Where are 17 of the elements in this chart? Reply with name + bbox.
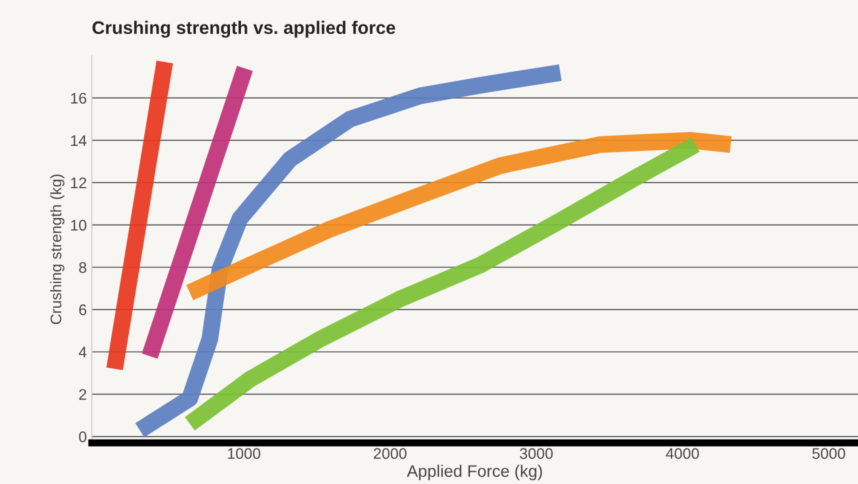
x-tick-label: 3000 [520,448,553,459]
x-tick-label: 4000 [666,448,699,459]
y-tick-label: 10 [71,220,86,231]
y-axis-title: Crushing strength (kg) [50,174,64,324]
x-tick-label: 5000 [812,448,846,459]
y-tick-label: 2 [79,389,86,400]
x-tick-label: 2000 [374,448,406,459]
x-tick-label: 1000 [228,448,260,459]
y-tick-label: 14 [71,135,86,146]
y-tick-label: 16 [71,92,86,104]
y-tick-label: 0 [79,431,86,442]
y-tick-label: 6 [79,304,86,316]
x-axis-title: Applied Force (kg) [406,464,542,480]
y-tick-label: 12 [71,177,86,188]
chart-title: Crushing strength vs. applied force [92,20,396,38]
y-tick-label: 8 [79,262,86,273]
y-tick-label: 4 [78,346,86,358]
